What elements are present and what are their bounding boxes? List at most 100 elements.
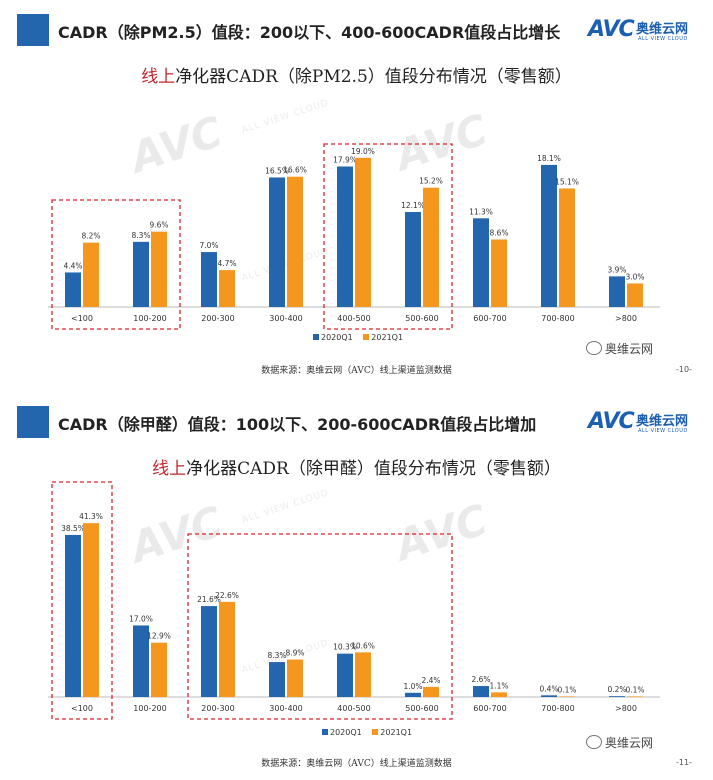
legend-label: 2021Q1	[380, 728, 413, 737]
bar-2021q1-3	[287, 659, 303, 697]
data-source: 数据来源：奥维云网（AVC）线上渠道监测数据	[261, 759, 452, 769]
legend-swatch-2021q1	[363, 334, 370, 340]
chart-title: 线上净化器CADR（除PM2.5）值段分布情况（零售额）	[0, 62, 713, 87]
bar-2021q1-1	[151, 231, 167, 307]
bar-value-label: 8.3%	[131, 231, 150, 240]
bar-value-label: 3.0%	[625, 272, 644, 281]
bar-value-label: 22.6%	[215, 591, 239, 600]
slide-header: CADR（除甲醛）值段：100以下、200-600CADR值段占比增加 AVC …	[0, 406, 713, 442]
legend-swatch-2021q1	[372, 729, 379, 735]
highlight-box-0	[51, 199, 181, 330]
highlight-box-1	[323, 143, 453, 330]
chart-legend: 2020Q1 2021Q1	[322, 728, 412, 737]
bar-2020q1-2	[201, 252, 217, 307]
header-accent-square	[17, 406, 49, 438]
logo-sub-text: ALL VIEW CLOUD	[638, 36, 688, 42]
slide-title: CADR（除甲醛）值段：100以下、200-600CADR值段占比增加	[58, 415, 537, 434]
legend-label: 2021Q1	[371, 333, 404, 342]
bar-2020q1-7	[541, 695, 557, 697]
x-tick-label: <100	[71, 314, 93, 323]
bar-2021q1-1	[151, 642, 167, 697]
bar-2020q1-7	[541, 164, 557, 307]
data-source: 数据来源：奥维云网（AVC）线上渠道监测数据	[261, 366, 452, 376]
wechat-icon	[586, 341, 602, 355]
bar-value-label: 15.2%	[419, 177, 443, 186]
bar-value-label: 8.6%	[489, 228, 508, 237]
x-tick-label: 400-500	[337, 314, 370, 323]
chart-title-text: 净化器CADR（除甲醛）值段分布情况（零售额）	[186, 459, 561, 479]
logo-cn-text: 奥维云网	[636, 22, 689, 37]
logo-avc-text: AVC	[588, 17, 635, 42]
avc-logo: AVC 奥维云网 ALL VIEW CLOUD	[588, 409, 698, 439]
x-tick-label: 500-600	[405, 314, 438, 323]
slide-header: CADR（除PM2.5）值段：200以下、400-600CADR值段占比增长 A…	[0, 14, 713, 50]
x-tick-label: 600-700	[473, 704, 506, 713]
bar-value-label: 21.6%	[197, 595, 221, 604]
bar-value-label: 9.6%	[149, 221, 168, 230]
avc-logo: AVC 奥维云网 ALL VIEW CLOUD	[588, 17, 698, 47]
bar-chart-formaldehyde: 38.5% 41.3% <100 17.0% 12.9% 100-200 21.6%22.6…	[48, 481, 660, 720]
x-tick-label: 600-700	[473, 314, 506, 323]
bar-value-label: 2.6%	[471, 675, 490, 684]
bar-value-label: 10.3%	[333, 643, 357, 652]
wechat-label: 奥维云网	[605, 342, 654, 356]
bar-2020q1-4	[337, 653, 353, 697]
bar-value-label: 18.1%	[537, 154, 561, 163]
bar-value-label: 10.6%	[351, 641, 375, 650]
bar-value-label: 4.7%	[217, 259, 236, 268]
bar-2021q1-2	[219, 601, 235, 697]
bar-2021q1-7	[559, 696, 575, 697]
slide-cadr-formaldehyde: CADR（除甲醛）值段：100以下、200-600CADR值段占比增加 AVC …	[0, 390, 713, 780]
bar-value-label: 1.0%	[403, 682, 422, 691]
bar-value-label: 3.9%	[607, 265, 626, 274]
bar-2021q1-5	[423, 686, 439, 697]
x-tick-label: 200-300	[201, 314, 234, 323]
bar-2021q1-7	[559, 188, 575, 307]
bar-2020q1-8	[609, 276, 625, 307]
bar-2021q1-4	[355, 652, 371, 697]
bar-value-label: 16.6%	[283, 166, 307, 175]
bar-value-label: 16.5%	[265, 166, 289, 175]
x-tick-label: 100-200	[133, 314, 166, 323]
bar-value-label: 8.3%	[267, 651, 286, 660]
x-tick-label: <100	[71, 704, 93, 713]
x-tick-label: 300-400	[269, 704, 302, 713]
highlight-box-1	[187, 533, 453, 720]
legend-label: 2020Q1	[330, 728, 362, 737]
wechat-label: 奥维云网	[605, 736, 654, 750]
bar-value-label: 8.2%	[81, 232, 100, 241]
x-tick-label: 500-600	[405, 704, 438, 713]
legend-swatch-2020q1	[313, 334, 319, 340]
x-tick-label: 700-800	[541, 314, 574, 323]
x-tick-label: >800	[615, 314, 637, 323]
bar-value-label: 0.4%	[539, 684, 558, 693]
chart-title-highlight: 线上	[152, 459, 187, 479]
bar-2020q1-1	[133, 625, 149, 697]
slide-title: CADR（除PM2.5）值段：200以下、400-600CADR值段占比增长	[58, 23, 561, 42]
bar-value-label: 2.4%	[421, 676, 440, 685]
bar-value-label: 19.0%	[351, 147, 375, 156]
bar-2020q1-1	[133, 241, 149, 307]
bar-value-label: 41.3%	[79, 512, 103, 521]
bar-value-label: 38.5%	[61, 524, 85, 533]
bar-2021q1-6	[491, 692, 507, 697]
legend-swatch-2020q1	[322, 729, 328, 735]
bar-2020q1-5	[405, 692, 421, 697]
page-number: -11-	[676, 758, 692, 767]
bar-value-label: 12.9%	[147, 632, 171, 641]
bar-2021q1-4	[355, 157, 371, 307]
bar-2021q1-8	[627, 283, 643, 307]
bar-value-label: 17.9%	[333, 155, 357, 164]
highlight-box-0	[51, 481, 113, 720]
bar-2020q1-5	[405, 212, 421, 307]
x-tick-label: 200-300	[201, 704, 234, 713]
wechat-watermark: 奥维云网	[586, 340, 653, 357]
bar-2020q1-6	[473, 686, 489, 697]
x-tick-label: 700-800	[541, 704, 574, 713]
bar-2020q1-6	[473, 218, 489, 307]
bar-value-label: 11.3%	[469, 207, 493, 216]
x-tick-label: 100-200	[133, 704, 166, 713]
bar-value-label: 0.1%	[625, 685, 644, 694]
bar-value-label: 15.1%	[555, 177, 579, 186]
bar-2021q1-2	[219, 270, 235, 307]
